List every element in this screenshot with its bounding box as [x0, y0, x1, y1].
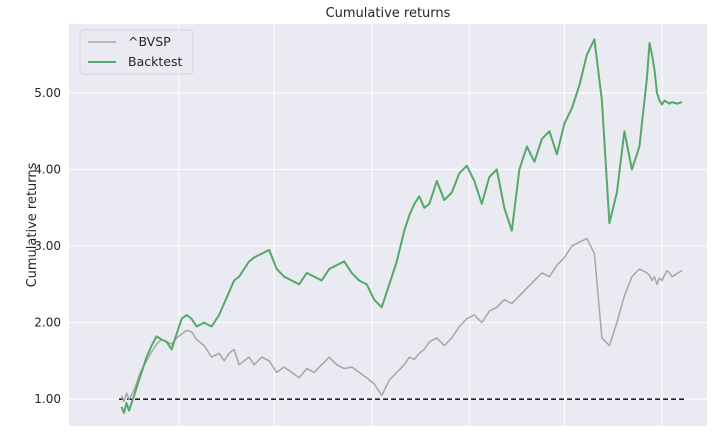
legend-label: ^BVSP [128, 34, 171, 49]
grid [69, 24, 707, 426]
legend-label: Backtest [128, 54, 182, 69]
y-tick-label: 4.00 [34, 162, 61, 176]
series-lines [120, 38, 683, 414]
legend: ^BVSP Backtest [79, 29, 194, 75]
series-line-bvsp [120, 237, 683, 403]
y-tick-label: 5.00 [34, 86, 61, 100]
y-tick-label: 1.00 [34, 392, 61, 406]
y-axis-ticks: 1.00 2.00 3.00 4.00 5.00 [34, 86, 61, 406]
y-tick-label: 3.00 [34, 239, 61, 253]
chart-title: Cumulative returns [326, 6, 451, 21]
y-tick-label: 2.00 [34, 316, 61, 330]
plot-area [69, 24, 707, 426]
series-line-backtest [120, 38, 683, 414]
y-axis-label: Cumulative returns [25, 162, 40, 287]
